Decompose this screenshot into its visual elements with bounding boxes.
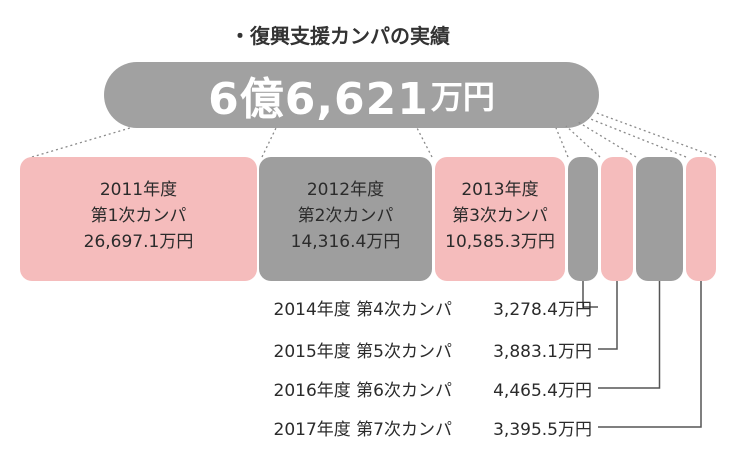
total-amount-pill: 6億6,621 万円 (104, 62, 599, 128)
segment-amount-label: 26,697.1万円 (83, 232, 194, 252)
segment-year-label: 2012年度 (306, 180, 385, 200)
segment-year-label: 2013年度 (461, 180, 539, 200)
bar-segment-5 (601, 157, 633, 281)
bar-segment-4 (568, 157, 598, 281)
segment-amount-label: 14,316.4万円 (290, 232, 401, 252)
segment-round-label: 第1次カンパ (90, 206, 187, 226)
bar-segment-2: 2012年度 第2次カンパ 14,316.4万円 (259, 157, 432, 281)
total-amount-number: 6億6,621 (208, 74, 429, 125)
dotted-connector (577, 121, 637, 158)
segment-year-label: 2011年度 (99, 180, 178, 200)
bar-segment-1: 2011年度 第1次カンパ 26,697.1万円 (20, 157, 257, 281)
legend-amount: 3,278.4万円 (493, 300, 592, 320)
dotted-connector (261, 127, 277, 158)
segment-round-label: 第2次カンパ (297, 206, 394, 226)
dotted-connector (555, 127, 569, 158)
legend-label: 2015年度 第5次カンパ (273, 342, 452, 362)
legend-amount: 3,395.5万円 (493, 420, 592, 440)
legend-label: 2017年度 第7次カンパ (273, 420, 452, 440)
leader-line (598, 238, 661, 389)
legend-amount: 3,883.1万円 (493, 342, 592, 362)
total-amount-unit: 万円 (430, 78, 495, 116)
legend-amount: 4,465.4万円 (493, 381, 592, 401)
segment-amount-label: 10,585.3万円 (445, 232, 555, 252)
dotted-connector (565, 125, 601, 158)
chart-title: ・復興支援カンパの実績 (230, 24, 450, 48)
legend-label: 2016年度 第6次カンパ (273, 381, 452, 401)
leader-line (598, 238, 702, 428)
bar-segment-7 (686, 157, 716, 281)
dotted-connector (416, 127, 433, 158)
dotted-connector (31, 127, 131, 158)
dotted-connector (593, 111, 717, 158)
bar-segment-3: 2013年度 第3次カンパ 10,585.3万円 (435, 157, 565, 281)
bar-segment-6 (636, 157, 683, 281)
legend-label: 2014年度 第4次カンパ (273, 300, 452, 320)
dotted-connector (587, 117, 687, 158)
segment-round-label: 第3次カンパ (452, 206, 548, 226)
